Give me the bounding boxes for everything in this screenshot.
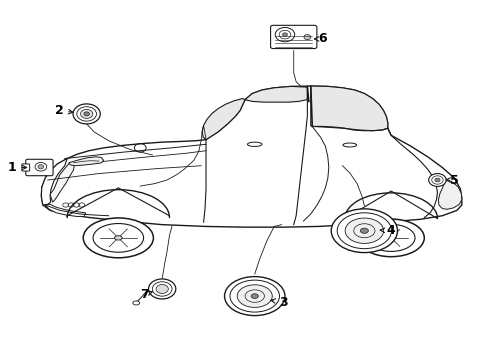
Ellipse shape: [358, 219, 424, 257]
Circle shape: [84, 112, 89, 116]
Circle shape: [275, 27, 294, 42]
Polygon shape: [41, 86, 462, 227]
Circle shape: [283, 33, 288, 36]
Ellipse shape: [331, 209, 397, 253]
Circle shape: [435, 178, 440, 182]
Polygon shape: [311, 86, 388, 131]
Polygon shape: [45, 204, 86, 216]
Ellipse shape: [115, 236, 122, 240]
Polygon shape: [245, 86, 307, 102]
Polygon shape: [41, 158, 67, 205]
Text: 3: 3: [271, 296, 287, 309]
Text: 1: 1: [8, 161, 26, 174]
Circle shape: [156, 284, 168, 293]
Ellipse shape: [368, 224, 415, 251]
FancyBboxPatch shape: [26, 159, 53, 176]
Ellipse shape: [251, 294, 258, 298]
Ellipse shape: [133, 301, 140, 305]
Polygon shape: [202, 99, 245, 140]
Circle shape: [38, 165, 44, 169]
Polygon shape: [69, 157, 104, 166]
Circle shape: [73, 104, 100, 124]
Text: 7: 7: [140, 288, 152, 301]
Polygon shape: [439, 178, 462, 209]
Ellipse shape: [83, 218, 153, 258]
Circle shape: [304, 35, 311, 40]
Text: 6: 6: [315, 32, 327, 45]
Text: 5: 5: [446, 174, 459, 186]
Ellipse shape: [360, 228, 368, 233]
Ellipse shape: [93, 224, 144, 252]
Ellipse shape: [345, 218, 384, 243]
Ellipse shape: [237, 285, 272, 307]
Ellipse shape: [388, 236, 395, 240]
Circle shape: [148, 279, 176, 299]
FancyBboxPatch shape: [270, 25, 317, 49]
Text: 2: 2: [54, 104, 73, 117]
Text: 4: 4: [380, 224, 395, 237]
Ellipse shape: [224, 276, 285, 316]
Circle shape: [429, 174, 446, 186]
FancyBboxPatch shape: [22, 164, 30, 171]
Circle shape: [80, 109, 93, 118]
Polygon shape: [50, 163, 74, 202]
